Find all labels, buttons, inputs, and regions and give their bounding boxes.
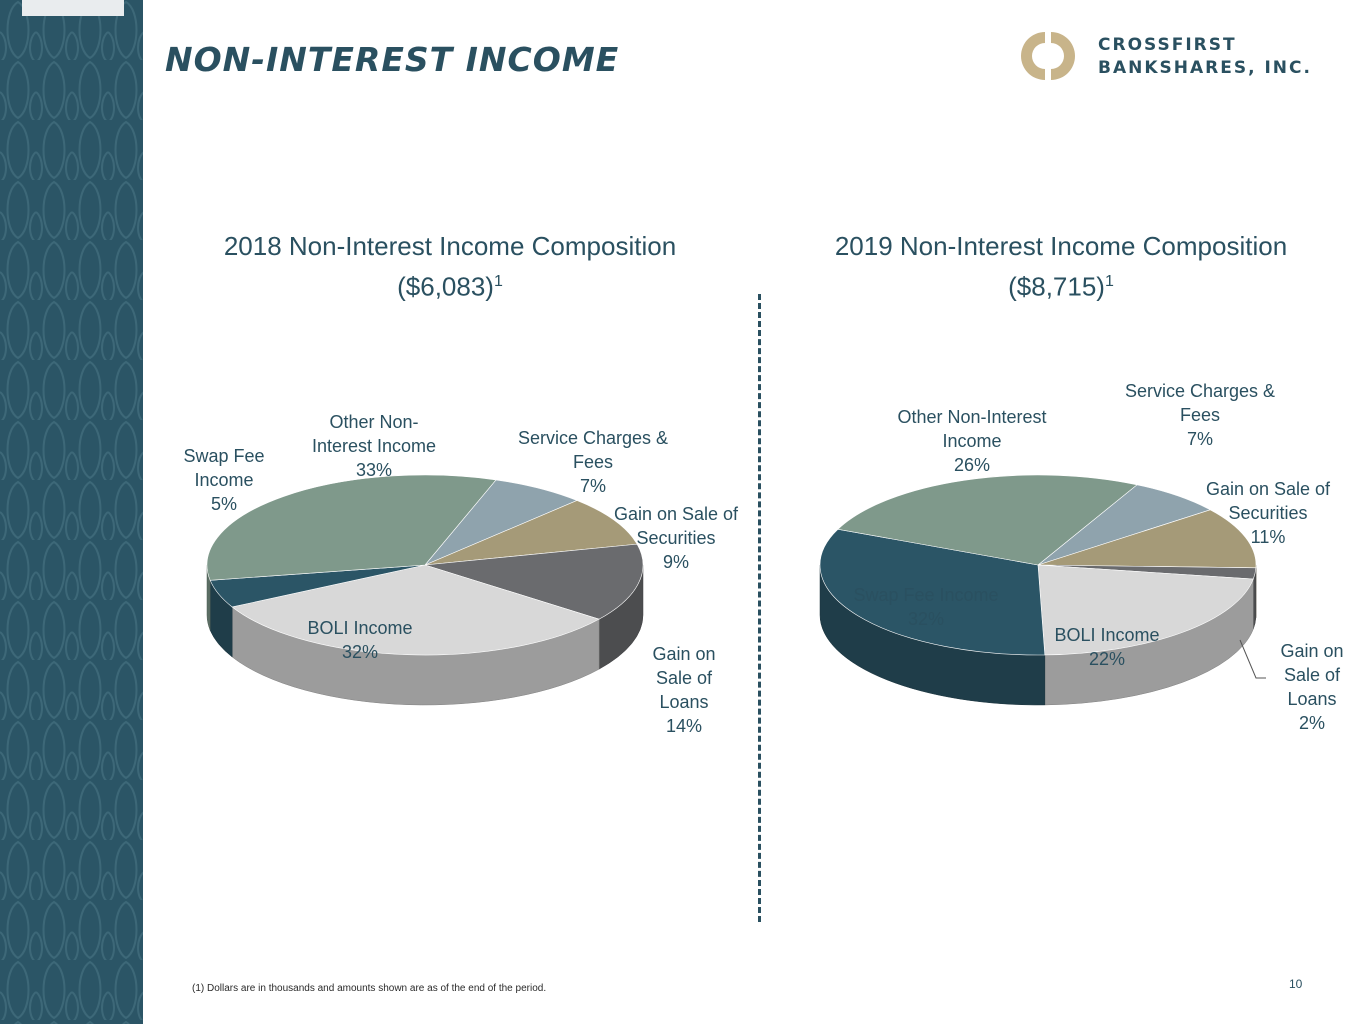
pie-1-slice-1 xyxy=(1037,509,1257,569)
pie-1-label-1: Gain on Sale of Securities 11% xyxy=(1206,479,1331,547)
pie-1-slice-5 xyxy=(837,474,1138,566)
pie-0-label-1: Gain on Sale of Securities 9% xyxy=(614,504,739,572)
chain-pattern-icon xyxy=(0,0,143,1024)
pie-0-label-3: BOLI Income 32% xyxy=(307,618,412,662)
chart-divider xyxy=(758,294,761,922)
footnote: (1) Dollars are in thousands and amounts… xyxy=(192,983,547,994)
pie-0-slice-3 xyxy=(231,564,600,656)
chart-2018-subtitle: ($6,083) xyxy=(397,271,494,302)
pie-1-slice-4 xyxy=(819,528,1046,656)
chart-2019-title: 2019 Non-Interest Income Composition xyxy=(834,231,1288,261)
chart-2019-heading: 2019 Non-Interest Income Composition ($8… xyxy=(786,228,1336,305)
sidebar-tab xyxy=(22,0,124,16)
pie-1-label-4: Swap Fee Income 32% xyxy=(853,585,998,629)
logo-line-1: CROSSFIRST xyxy=(1098,35,1237,55)
chart-2018-subtitle-footnote: 1 xyxy=(493,273,503,290)
pie-0-slice-2 xyxy=(424,543,644,620)
page-number: 10 xyxy=(1289,977,1303,991)
company-logo: CROSSFIRST BANKSHARES, INC. xyxy=(1018,28,1348,86)
pie-1-slice-3 xyxy=(1037,564,1254,656)
pie-0-label-0: Service Charges & Fees 7% xyxy=(518,428,668,496)
pie-0-label-4: Swap Fee Income 5% xyxy=(183,446,264,514)
chart-2018-title: 2018 Non-Interest Income Composition xyxy=(223,231,677,261)
pie-1-leader-2 xyxy=(1239,639,1266,679)
pie-chart-0: Service Charges & Fees 7% Gain on Sale of Se… xyxy=(183,412,739,736)
logo-line-2: BANKSHARES, INC. xyxy=(1098,58,1312,78)
pie-1-label-0: Service Charges & Fees 7% xyxy=(1125,381,1275,449)
sidebar-pattern xyxy=(0,0,143,1024)
chart-2018-heading: 2018 Non-Interest Income Composition ($6… xyxy=(175,228,725,305)
logo-mark-icon xyxy=(1021,32,1075,80)
pie-1-label-3: BOLI Income 22% xyxy=(1054,625,1159,669)
page-title: NON-INTEREST INCOME xyxy=(165,40,620,79)
pie-1-label-2: Gain on Sale of Loans 2% xyxy=(1280,641,1343,733)
chart-2019-subtitle-footnote: 1 xyxy=(1104,273,1114,290)
pie-0-slice-5 xyxy=(206,474,497,581)
pie-0-label-2: Gain on Sale of Loans 14% xyxy=(652,644,715,736)
pie-1-label-5: Other Non-Interest Income 26% xyxy=(897,407,1046,475)
chart-2019-subtitle: ($8,715) xyxy=(1008,271,1105,302)
pie-0-slice-1 xyxy=(424,500,638,566)
pie-chart-1: Service Charges & Fees 7% Gain on Sale of Se… xyxy=(819,381,1344,733)
pie-0-label-5: Other Non-Interest Income 33% xyxy=(312,412,436,480)
